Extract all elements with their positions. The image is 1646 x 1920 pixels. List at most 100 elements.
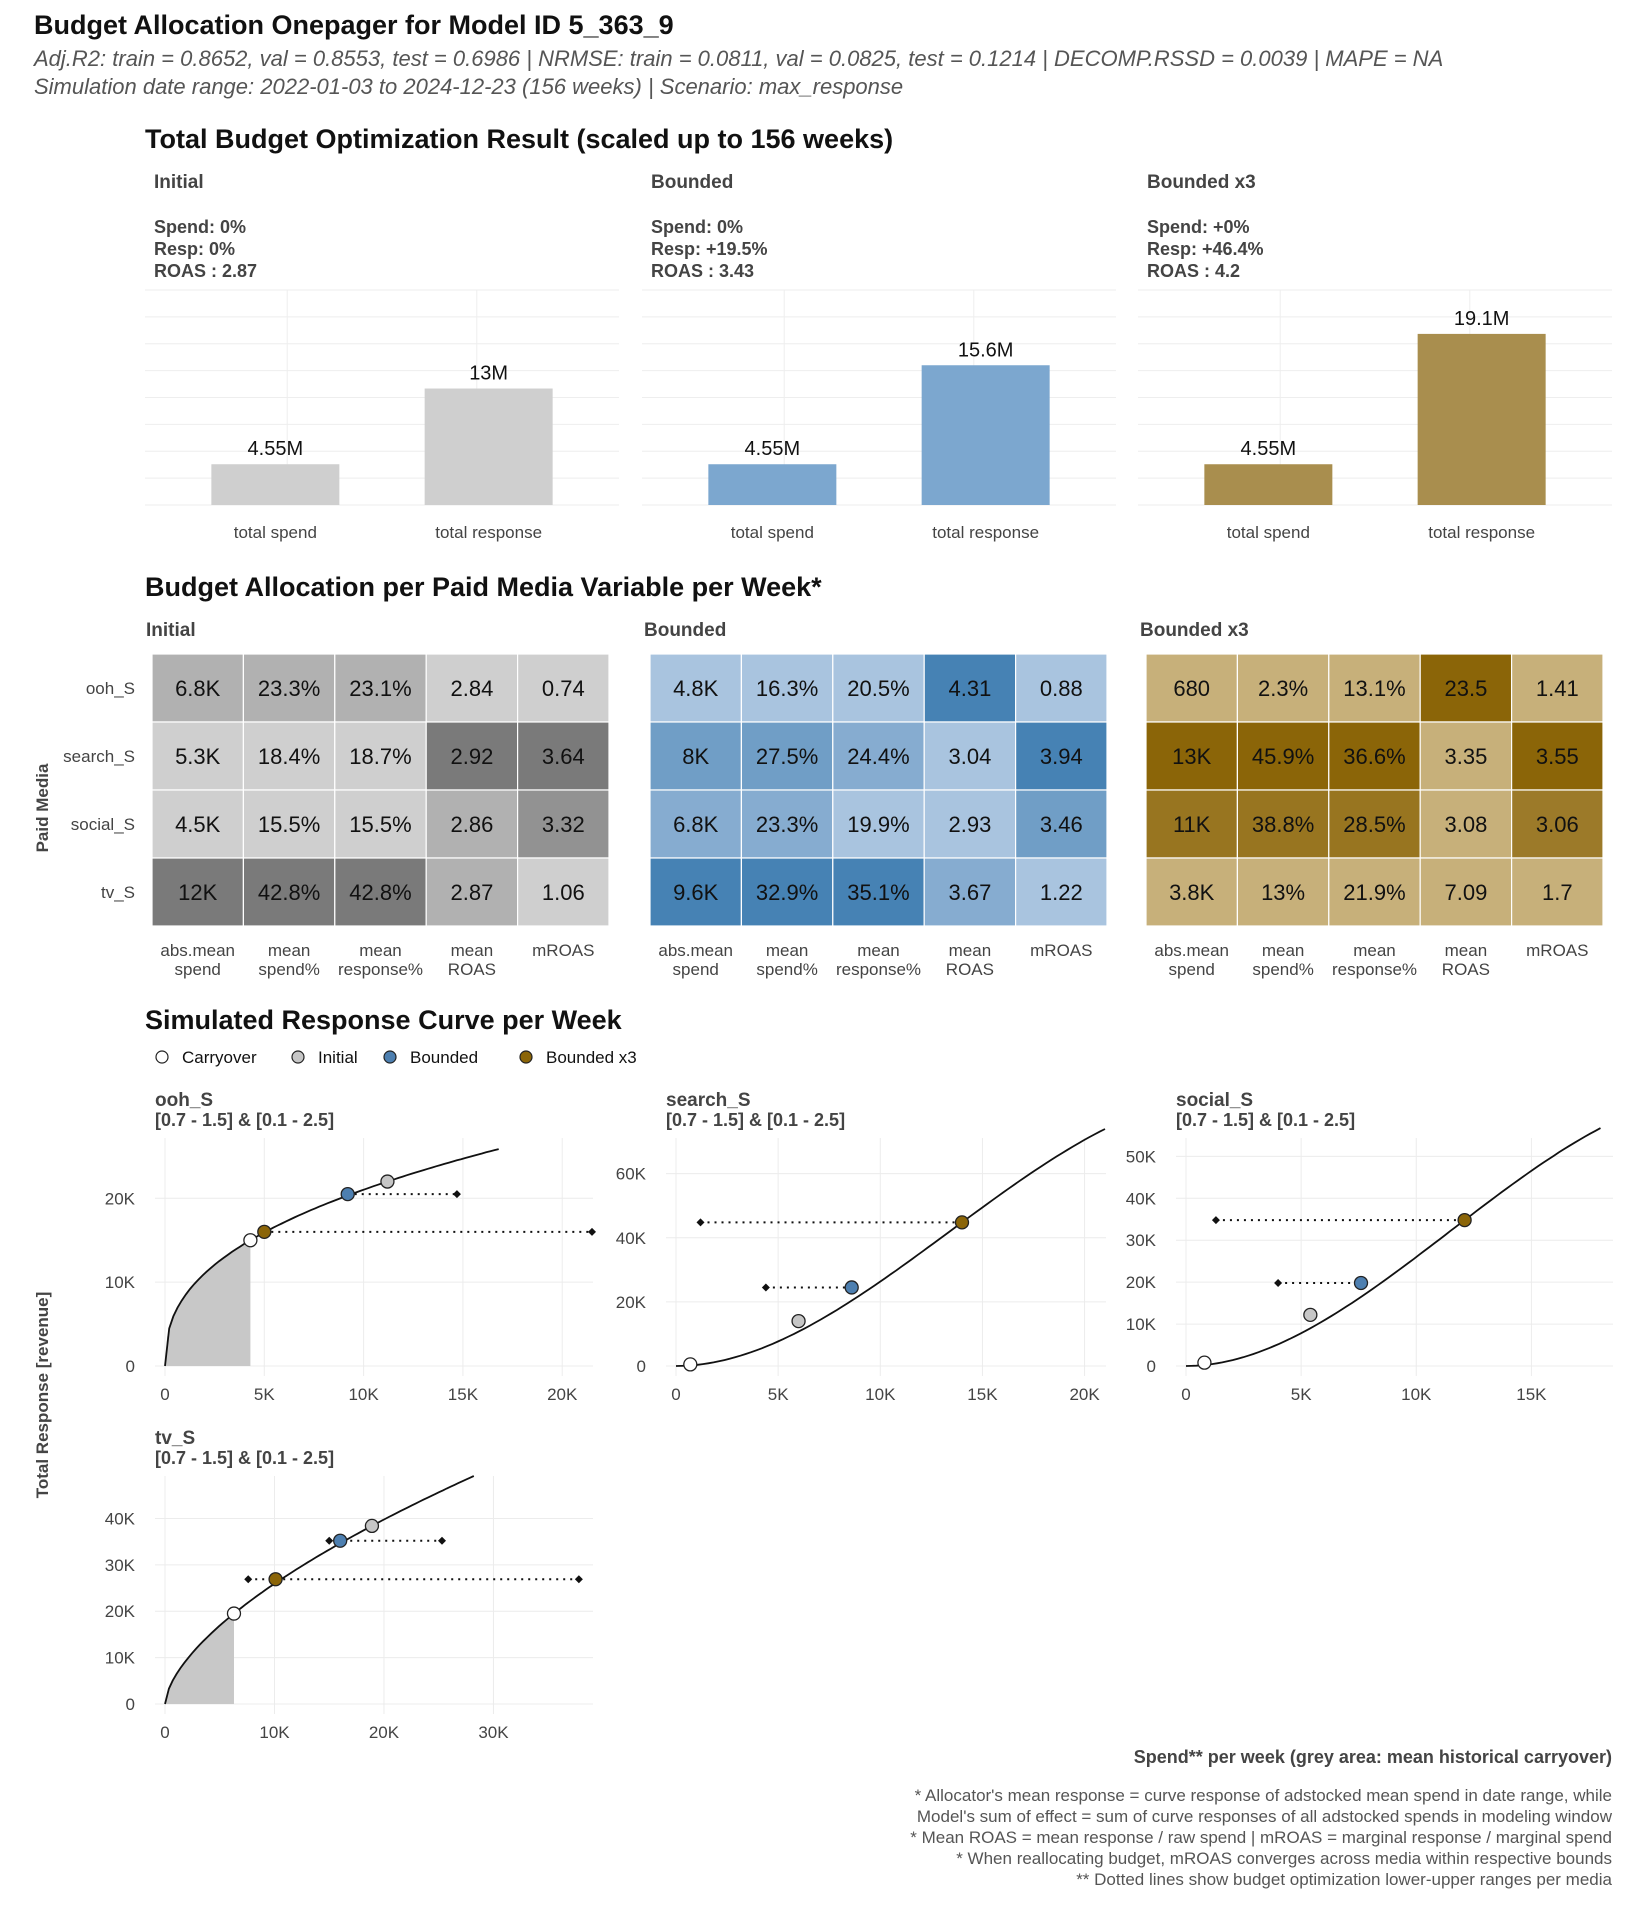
response-curve <box>164 1148 499 1367</box>
column-label: response% <box>836 960 921 979</box>
heatmap-cell <box>334 789 427 859</box>
section-title-allocation: Budget Allocation per Paid Media Variabl… <box>145 572 822 602</box>
heatmap-cell <box>242 721 336 791</box>
bar-value-label: 4.55M <box>1241 438 1297 460</box>
panel-title: Initial <box>146 620 196 641</box>
bar-total-response <box>921 365 1050 505</box>
heatmap-cell <box>832 721 925 791</box>
panel-resp-change: Resp: 0% <box>154 239 235 259</box>
panel-spend-change: Spend: 0% <box>154 217 246 237</box>
column-label: spend% <box>756 960 817 979</box>
heatmap-cell-value: 32.9% <box>756 880 818 905</box>
heatmap-cell-value: 3.32 <box>542 812 585 837</box>
heatmap-cell <box>334 857 427 927</box>
x-tick-label: 10K <box>1401 1385 1432 1404</box>
bar-total-response <box>1417 333 1546 505</box>
panel-roas: ROAS : 2.87 <box>154 261 257 281</box>
optimization-panel-1: Bounded Spend: 0%Resp: +19.5%ROAS : 3.43 4… <box>642 172 1116 542</box>
bar-value-label: 15.6M <box>958 339 1014 361</box>
heatmap-cell-value: 13.1% <box>1343 676 1405 701</box>
heatmap-cell <box>1145 721 1239 791</box>
column-label: mean <box>451 941 494 960</box>
x-tick-label: 30K <box>478 1723 509 1742</box>
heatmap-cell-value: 23.3% <box>756 812 818 837</box>
x-tick-label: total response <box>932 523 1039 542</box>
optimization-panel-0: Initial Spend: 0%Resp: 0%ROAS : 2.87 4.55M… <box>145 172 619 542</box>
heatmap-cell-value: 4.8K <box>673 676 719 701</box>
row-label: search_S <box>63 747 135 766</box>
heatmap-cell-value: 21.9% <box>1343 880 1405 905</box>
heatmap-cell-value: 2.3% <box>1258 676 1308 701</box>
heatmap-cell <box>1014 721 1108 791</box>
x-tick-label: 10K <box>348 1385 379 1404</box>
bounded-point <box>1353 1275 1369 1291</box>
bounded-point <box>844 1280 859 1295</box>
heatmap-cell <box>1419 857 1513 927</box>
x-tick-label: 0 <box>160 1723 169 1742</box>
heatmap-cell <box>1145 653 1239 723</box>
y-tick-label: 20K <box>616 1293 647 1312</box>
y-tick-label: 0 <box>1147 1357 1156 1376</box>
heatmap-cell-value: 18.7% <box>349 744 411 769</box>
row-label: tv_S <box>101 883 135 902</box>
heatmap-cell <box>1510 721 1604 791</box>
heatmap-cell-value: 13% <box>1261 880 1305 905</box>
panel-bounds: [0.7 - 1.5] & [0.1 - 2.5] <box>1176 1110 1355 1130</box>
heatmap-cell <box>1419 789 1513 859</box>
bar-total-spend <box>708 464 837 505</box>
footnote-line: * When reallocating budget, mROAS conver… <box>956 1849 1612 1868</box>
heatmap-cell <box>1328 789 1421 859</box>
heatmap-cell-value: 35.1% <box>847 880 909 905</box>
bar-total-spend <box>211 464 340 505</box>
heatmap-cell-value: 7.09 <box>1444 880 1487 905</box>
y-tick-label: 20K <box>105 1602 136 1621</box>
heatmap-cell-value: 2.87 <box>450 880 493 905</box>
panel-roas: ROAS : 4.2 <box>1147 261 1240 281</box>
heatmap-cell-value: 42.8% <box>258 880 320 905</box>
column-label: mean <box>1262 941 1305 960</box>
column-label: response% <box>1332 960 1417 979</box>
bar-total-spend <box>1204 464 1333 505</box>
range-end-marker <box>438 1536 447 1545</box>
heatmap-cell-value: 12K <box>178 880 217 905</box>
column-label: mROAS <box>1030 941 1092 960</box>
panel-resp-change: Resp: +46.4% <box>1147 239 1264 259</box>
heatmap-cell-value: 3.64 <box>542 744 585 769</box>
bounded-x3-point <box>954 1215 970 1230</box>
y-tick-label: 30K <box>1126 1231 1157 1250</box>
y-tick-label: 10K <box>105 1273 136 1292</box>
bar-value-label: 4.55M <box>248 438 304 460</box>
heatmap-cell-value: 4.31 <box>948 676 991 701</box>
column-label: spend <box>175 960 221 979</box>
heatmap-cell-value: 27.5% <box>756 744 818 769</box>
carryover-point <box>243 1233 258 1248</box>
bounded-point <box>333 1533 348 1548</box>
x-tick-label: 20K <box>1069 1385 1100 1404</box>
heatmap-cell-value: 18.4% <box>258 744 320 769</box>
heatmap-cell <box>516 789 610 859</box>
carryover-area <box>165 1240 251 1366</box>
column-label: mean <box>268 941 311 960</box>
y-tick-label: 0 <box>126 1695 135 1714</box>
x-tick-label: 15K <box>1516 1385 1547 1404</box>
initial-point <box>1303 1307 1318 1323</box>
panel-title: search_S <box>666 1090 751 1111</box>
panel-bounds: [0.7 - 1.5] & [0.1 - 2.5] <box>666 1110 845 1130</box>
panel-title: Bounded <box>651 172 733 193</box>
heatmap-cell-value: 19.9% <box>847 812 909 837</box>
panel-spend-change: Spend: 0% <box>651 217 743 237</box>
heatmap-cell <box>242 857 336 927</box>
legend-label: Bounded x3 <box>546 1048 637 1067</box>
range-end-marker <box>588 1227 596 1236</box>
legend-label: Initial <box>318 1048 358 1067</box>
column-label: ROAS <box>1442 960 1490 979</box>
range-end-marker <box>696 1218 705 1227</box>
panel-title: Bounded x3 <box>1147 172 1256 193</box>
panel-bounds: [0.7 - 1.5] & [0.1 - 2.5] <box>155 1110 334 1130</box>
row-label: ooh_S <box>86 679 135 698</box>
carryover-point <box>683 1357 698 1372</box>
heatmap-cell-value: 8K <box>682 744 709 769</box>
x-tick-label: 5K <box>1291 1385 1312 1404</box>
